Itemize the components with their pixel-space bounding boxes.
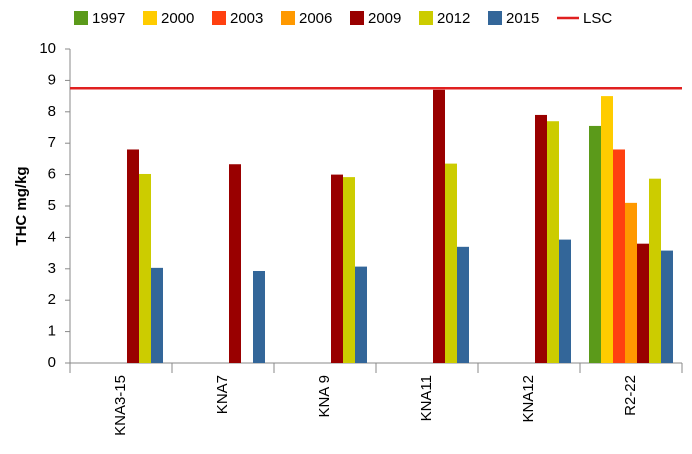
bar (253, 270, 265, 363)
legend-swatch (350, 11, 364, 25)
legend-swatch (281, 11, 295, 25)
x-tick-label: R2-22 (622, 375, 639, 416)
bar (343, 177, 355, 363)
x-tick-label: KNA11 (418, 375, 435, 421)
y-tick-label: 5 (48, 197, 56, 214)
bar (445, 163, 457, 363)
x-tick-label: KNA3-15 (112, 375, 129, 436)
y-tick-label: 4 (48, 228, 56, 245)
x-tick-label: KNA7 (214, 375, 231, 414)
legend-label: 2003 (230, 10, 263, 27)
legend-label: 2006 (299, 10, 332, 27)
legend-label: 1997 (92, 10, 125, 27)
legend-label: 2009 (368, 10, 401, 27)
bar (151, 267, 163, 363)
bar (457, 246, 469, 363)
bar (637, 243, 649, 363)
bar (433, 89, 445, 363)
y-tick-label: 10 (39, 40, 56, 57)
bar (547, 121, 559, 363)
legend-swatch (488, 11, 502, 25)
legend-label: 2012 (437, 10, 470, 27)
bar (649, 178, 661, 363)
bar (355, 266, 367, 363)
bar (601, 96, 613, 363)
bar (139, 173, 151, 363)
legend-swatch (74, 11, 88, 25)
y-tick-label: 8 (48, 103, 56, 120)
bar (229, 164, 241, 363)
y-tick-label: 2 (48, 291, 56, 308)
y-tick-label: 6 (48, 166, 56, 183)
x-tick-label: KNA12 (520, 375, 537, 423)
y-tick-label: 0 (48, 354, 56, 371)
bar (661, 250, 673, 363)
bar (127, 149, 139, 363)
y-tick-label: 7 (48, 134, 56, 151)
bar (331, 174, 343, 363)
y-tick-label: 1 (48, 323, 56, 340)
x-tick-label: KNA 9 (316, 375, 333, 418)
bar (559, 239, 571, 363)
y-axis-label: THC mg/kg (13, 166, 30, 245)
legend-swatch (419, 11, 433, 25)
legend-swatch (143, 11, 157, 25)
legend-swatch (212, 11, 226, 25)
y-tick-label: 3 (48, 260, 56, 277)
y-tick-label: 9 (48, 71, 56, 88)
bar (535, 114, 547, 363)
bar (625, 202, 637, 363)
legend-label: 2015 (506, 10, 539, 27)
bar (613, 149, 625, 363)
bar (589, 125, 601, 364)
legend-label: 2000 (161, 10, 194, 27)
legend-label: LSC (583, 10, 612, 27)
